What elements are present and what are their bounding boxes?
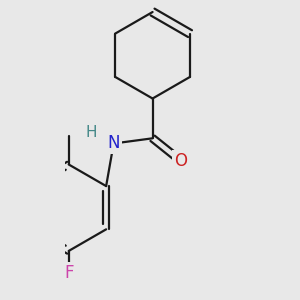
Text: H: H — [85, 125, 97, 140]
Text: O: O — [174, 152, 187, 170]
Text: N: N — [107, 134, 120, 152]
Text: F: F — [64, 264, 74, 282]
